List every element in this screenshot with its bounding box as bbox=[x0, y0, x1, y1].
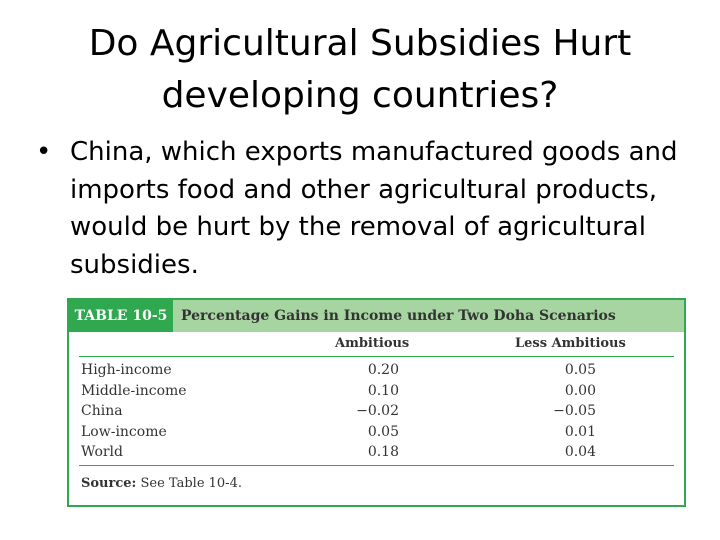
table-row: World 0.18 0.04 bbox=[81, 444, 684, 465]
data-table: TABLE 10-5 Percentage Gains in Income un… bbox=[67, 298, 686, 507]
row-value-less-ambitious: 0.04 bbox=[564, 444, 596, 460]
bullet-point: • China, which exports manufactured good… bbox=[36, 134, 696, 284]
bullet-text: China, which exports manufactured goods … bbox=[70, 137, 678, 280]
row-value-less-ambitious: 0.05 bbox=[564, 362, 596, 378]
table-source: Source: See Table 10-4. bbox=[81, 476, 242, 491]
column-header-ambitious: Ambitious bbox=[335, 336, 410, 351]
slide-title-line-2: developing countries? bbox=[161, 75, 559, 117]
header-divider bbox=[79, 356, 674, 357]
table-row: High-income 0.20 0.05 bbox=[81, 362, 684, 383]
table-row: Low-income 0.05 0.01 bbox=[81, 424, 684, 445]
footer-divider bbox=[79, 465, 674, 466]
table-label: TABLE 10-5 bbox=[69, 300, 173, 332]
source-label: Source: bbox=[81, 476, 137, 491]
row-value-ambitious: 0.18 bbox=[367, 444, 399, 460]
row-name: Low-income bbox=[81, 423, 167, 440]
table-header-bar: TABLE 10-5 Percentage Gains in Income un… bbox=[69, 300, 684, 332]
table-title: Percentage Gains in Income under Two Doh… bbox=[181, 308, 616, 324]
row-value-ambitious: 0.05 bbox=[367, 423, 399, 440]
row-name: High-income bbox=[81, 362, 172, 378]
bullet-marker: • bbox=[36, 137, 52, 167]
slide-title: Do Agricultural Subsidies Hurt developin… bbox=[40, 18, 680, 122]
table-row: China −0.02 −0.05 bbox=[81, 403, 684, 424]
row-value-less-ambitious: 0.00 bbox=[564, 382, 596, 399]
row-value-ambitious: −0.02 bbox=[356, 403, 399, 419]
row-name: China bbox=[81, 403, 123, 419]
table-row: Middle-income 0.10 0.00 bbox=[81, 383, 684, 404]
row-value-less-ambitious: 0.01 bbox=[564, 423, 596, 440]
row-name: Middle-income bbox=[81, 382, 187, 399]
row-value-ambitious: 0.20 bbox=[367, 362, 399, 378]
row-name: World bbox=[81, 444, 123, 460]
column-header-less-ambitious: Less Ambitious bbox=[515, 336, 626, 351]
source-text: See Table 10-4. bbox=[140, 476, 242, 491]
row-value-less-ambitious: −0.05 bbox=[553, 403, 596, 419]
slide-title-line-1: Do Agricultural Subsidies Hurt bbox=[88, 23, 632, 64]
row-value-ambitious: 0.10 bbox=[367, 382, 399, 399]
